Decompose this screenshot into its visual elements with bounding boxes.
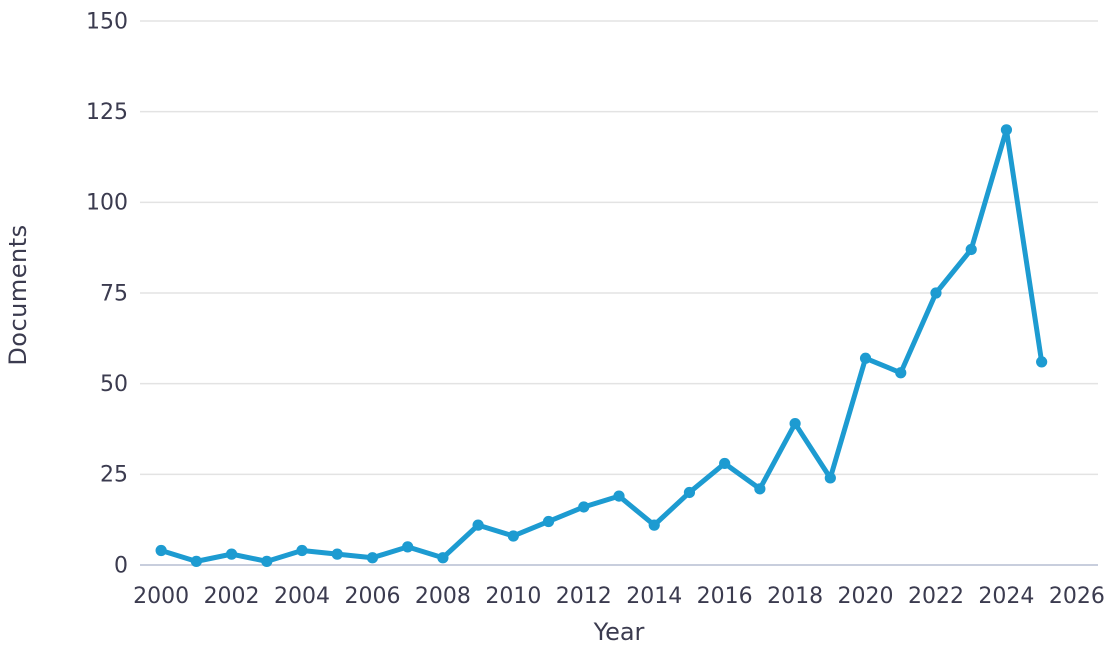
data-point-marker[interactable] (683, 486, 696, 499)
data-point-marker[interactable] (930, 287, 942, 299)
data-point-marker[interactable] (366, 552, 379, 564)
data-point-marker[interactable] (719, 457, 731, 470)
data-point-marker[interactable] (648, 519, 660, 531)
data-point-marker[interactable] (1000, 124, 1013, 136)
x-tick-label: 2016 (697, 584, 753, 609)
data-point-marker[interactable] (472, 519, 484, 531)
data-point-marker[interactable] (190, 555, 202, 567)
x-tick-label: 2022 (908, 584, 964, 609)
data-point-marker[interactable] (542, 515, 555, 528)
data-point-marker[interactable] (296, 544, 308, 557)
data-point-marker[interactable] (437, 552, 449, 564)
data-point-marker[interactable] (965, 243, 977, 256)
y-tick-label: 100 (86, 191, 128, 216)
y-tick-label: 50 (100, 372, 128, 397)
x-tick-label: 2004 (274, 584, 330, 609)
data-point-marker[interactable] (578, 501, 590, 513)
trend-line (158, 127, 1045, 564)
data-point-marker[interactable] (331, 548, 343, 560)
x-tick-label: 2018 (767, 584, 823, 609)
x-axis-title: Year (593, 618, 645, 646)
data-point-marker[interactable] (754, 483, 766, 495)
data-point-marker[interactable] (155, 544, 167, 557)
data-point-marker[interactable] (1036, 356, 1048, 368)
x-tick-label: 2000 (133, 584, 189, 609)
data-point-marker[interactable] (859, 352, 872, 364)
y-tick-label: 0 (114, 553, 128, 578)
data-point-marker[interactable] (613, 490, 625, 502)
data-point-marker[interactable] (402, 541, 414, 553)
data-point-marker[interactable] (824, 472, 836, 484)
x-tick-label: 2024 (978, 584, 1034, 609)
data-point-marker[interactable] (895, 367, 907, 379)
x-tick-label: 2026 (1049, 584, 1105, 609)
data-point-marker[interactable] (789, 417, 801, 430)
y-tick-label: 25 (100, 463, 128, 488)
x-tick-label: 2006 (344, 584, 400, 609)
y-tick-label: 75 (100, 281, 128, 306)
data-point-marker[interactable] (261, 555, 273, 567)
x-tick-label: 2020 (838, 584, 894, 609)
x-tick-label: 2002 (204, 584, 260, 609)
x-tick-label: 2012 (556, 584, 612, 609)
y-axis-title: Documents (4, 224, 32, 366)
x-tick-label: 2014 (626, 584, 682, 609)
x-tick-label: 2010 (485, 584, 541, 609)
y-tick-label: 125 (86, 100, 128, 125)
data-point-marker[interactable] (225, 548, 238, 560)
x-tick-label: 2008 (415, 584, 471, 609)
data-point-marker[interactable] (507, 530, 519, 542)
y-tick-label: 150 (86, 9, 128, 34)
